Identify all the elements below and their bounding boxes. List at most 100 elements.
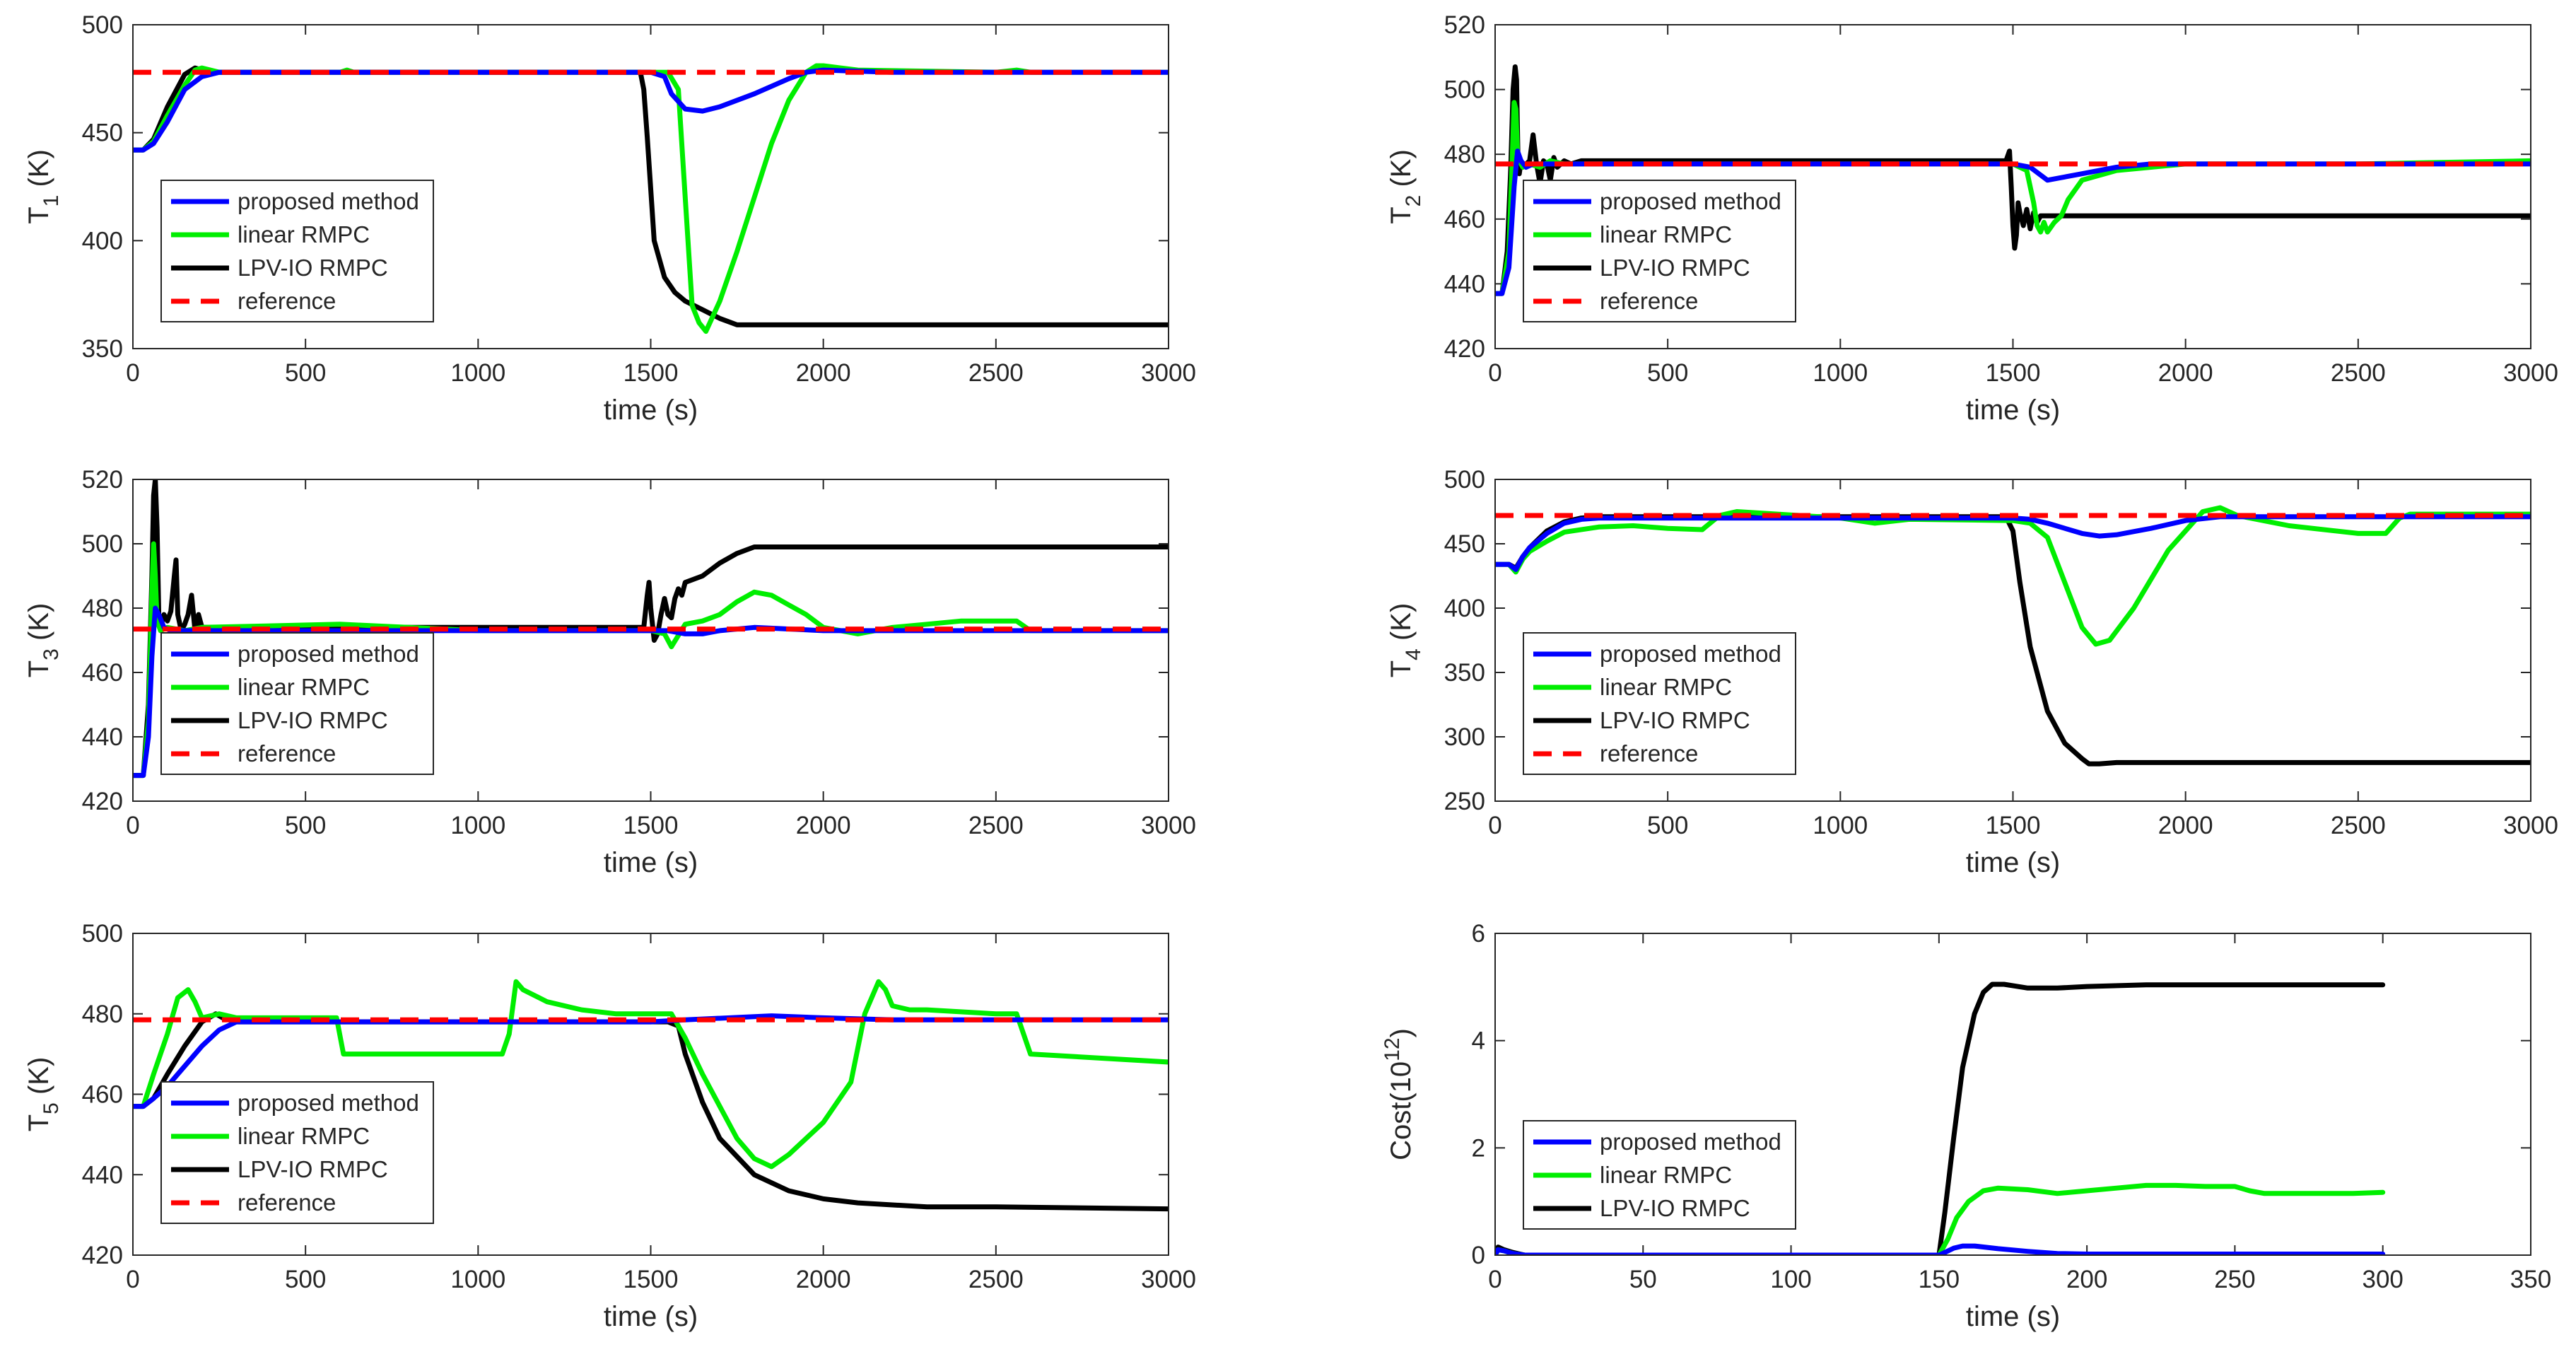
x-axis-label: time (s): [1966, 395, 2060, 426]
y-tick-label: 480: [82, 595, 123, 622]
series-line-linear-rmpc: [1495, 1182, 2386, 1255]
legend: proposed method linear RMPC LPV-IO RMPC ref…: [160, 180, 434, 322]
y-label-subscript: 1: [40, 195, 63, 207]
series-group: [1495, 981, 2386, 1255]
y-axis-label: T1 (K): [23, 149, 63, 224]
x-tick-label: 100: [1770, 1266, 1811, 1293]
y-tick-label: 500: [82, 920, 123, 948]
y-label-unit: (K): [1386, 603, 1417, 648]
x-tick-label: 1500: [1986, 812, 2041, 839]
y-label-unit: (K): [23, 149, 54, 194]
x-tick-label: 0: [126, 1266, 139, 1293]
x-tick-label: 1000: [450, 1266, 505, 1293]
x-tick-label: 2500: [968, 1266, 1024, 1293]
y-label-main: T: [1386, 206, 1417, 223]
legend-label: reference: [1600, 740, 1698, 767]
x-tick-label: 150: [1919, 1266, 1960, 1293]
x-tick-label: 0: [126, 359, 139, 387]
legend-label: proposed method: [238, 1090, 419, 1116]
x-axis-label: time (s): [1966, 1301, 2060, 1332]
x-tick-label: 1500: [623, 1266, 679, 1293]
y-label-superscript: 12: [1381, 1037, 1404, 1061]
legend-label: linear RMPC: [238, 221, 370, 247]
y-label-main: T: [23, 206, 54, 223]
y-label-unit: (K): [23, 1057, 54, 1102]
y-tick-label: 2: [1472, 1134, 1485, 1162]
x-tick-label: 3000: [1141, 1266, 1196, 1293]
legend-label: proposed method: [238, 188, 419, 214]
axes-frame: [1494, 479, 2531, 802]
x-tick-label: 2500: [968, 359, 1024, 387]
legend-label: LPV-IO RMPC: [238, 1156, 388, 1182]
x-tick-label: 500: [285, 1266, 326, 1293]
y-tick-label: 440: [1444, 270, 1485, 298]
y-tick-label: 460: [1444, 206, 1485, 233]
x-tick-label: 2000: [796, 1266, 851, 1293]
series-line-proposed-method: [1495, 514, 2531, 572]
x-tick-label: 0: [1488, 359, 1501, 387]
legend-label: LPV-IO RMPC: [1600, 255, 1750, 281]
x-tick-label: 1000: [1813, 359, 1868, 387]
y-tick-label: 450: [1444, 530, 1485, 558]
y-tick-label: 400: [1444, 595, 1485, 622]
y-label-unit: (K): [1386, 149, 1417, 194]
y-tick-label: 440: [82, 723, 123, 751]
series-group: [1495, 64, 2531, 296]
x-tick-label: 350: [2510, 1266, 2551, 1293]
y-tick-label: 4: [1472, 1027, 1485, 1055]
legend: proposed method linear RMPC LPV-IO RMPC ref…: [160, 1081, 434, 1224]
x-axis-label: time (s): [1966, 847, 2060, 878]
series-group: [133, 479, 1169, 779]
x-tick-label: 0: [1488, 812, 1501, 839]
series-line-linear-rmpc: [133, 541, 1169, 779]
y-tick-label: 500: [1444, 76, 1485, 104]
x-tick-label: 1000: [1813, 812, 1868, 839]
x-tick-label: 2500: [2331, 359, 2386, 387]
y-tick-label: 250: [1444, 788, 1485, 815]
legend-label: linear RMPC: [1600, 674, 1732, 700]
x-tick-label: 250: [2214, 1266, 2255, 1293]
y-tick-label: 480: [1444, 141, 1485, 168]
y-axis-label: T3 (K): [23, 603, 63, 678]
x-tick-label: 2000: [2158, 812, 2213, 839]
legend: proposed method linear RMPC LPV-IO RMPC: [1523, 1120, 1796, 1230]
series-line-linear-rmpc: [133, 63, 1169, 334]
y-tick-label: 460: [82, 659, 123, 687]
x-tick-label: 300: [2363, 1266, 2404, 1293]
x-tick-label: 500: [1647, 812, 1688, 839]
legend-label: reference: [238, 1189, 336, 1216]
y-tick-label: 520: [82, 466, 123, 494]
y-tick-label: 420: [82, 788, 123, 815]
y-tick-label: 300: [1444, 723, 1485, 751]
x-tick-label: 1500: [623, 812, 679, 839]
y-tick-label: 350: [1444, 659, 1485, 687]
y-tick-label: 420: [1444, 335, 1485, 363]
y-tick-label: 6: [1472, 920, 1485, 948]
y-label-main: T: [1386, 660, 1417, 677]
x-tick-label: 1000: [450, 359, 505, 387]
series-line-linear-rmpc: [1495, 505, 2531, 647]
x-tick-label: 0: [126, 812, 139, 839]
y-tick-label: 400: [82, 227, 123, 255]
x-tick-label: 1500: [623, 359, 679, 387]
y-tick-label: 440: [82, 1161, 123, 1189]
legend-label: LPV-IO RMPC: [238, 707, 388, 733]
legend-label: LPV-IO RMPC: [238, 255, 388, 281]
legend-label: reference: [1600, 288, 1698, 314]
x-axis-label: time (s): [604, 1301, 698, 1332]
y-tick-label: 450: [82, 120, 123, 147]
x-tick-label: 3000: [1141, 812, 1196, 839]
chart-panel-4: 0 500 1000 1500 2000 2500 3000 250 300 350 400 450 5…: [1386, 466, 2558, 878]
chart-panel-3: 0 500 1000 1500 2000 2500 3000 420 440 460 480 500 5…: [23, 466, 1196, 878]
x-tick-label: 3000: [1141, 359, 1196, 387]
x-tick-label: 1000: [450, 812, 505, 839]
y-label-main: Cost(10: [1386, 1061, 1417, 1160]
axes-frame: [1494, 933, 2531, 1256]
legend-label: LPV-IO RMPC: [1600, 707, 1750, 733]
chart-panel-1: 0 500 1000 1500 2000 2500 3000 350 400 450 500 time…: [23, 11, 1196, 426]
series-line-proposed-method: [133, 67, 1169, 153]
y-tick-label: 0: [1472, 1242, 1485, 1269]
y-label-main: T: [23, 1114, 54, 1131]
legend: proposed method linear RMPC LPV-IO RMPC ref…: [160, 632, 434, 775]
